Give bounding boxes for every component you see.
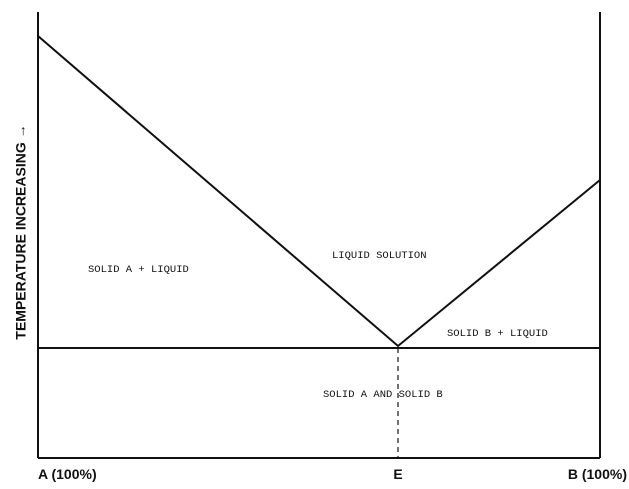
region-label: SOLID A + LIQUID bbox=[88, 264, 189, 276]
x-label: B (100%) bbox=[568, 466, 627, 482]
x-label: E bbox=[393, 466, 402, 482]
y-axis-label: TEMPERATURE INCREASING → bbox=[13, 124, 29, 339]
region-label: SOLID B + LIQUID bbox=[447, 328, 548, 340]
liquidus-line bbox=[37, 35, 601, 348]
region-label: LIQUID SOLUTION bbox=[332, 250, 427, 262]
region-label: SOLID A AND SOLID B bbox=[323, 389, 443, 401]
x-label: A (100%) bbox=[38, 466, 97, 482]
